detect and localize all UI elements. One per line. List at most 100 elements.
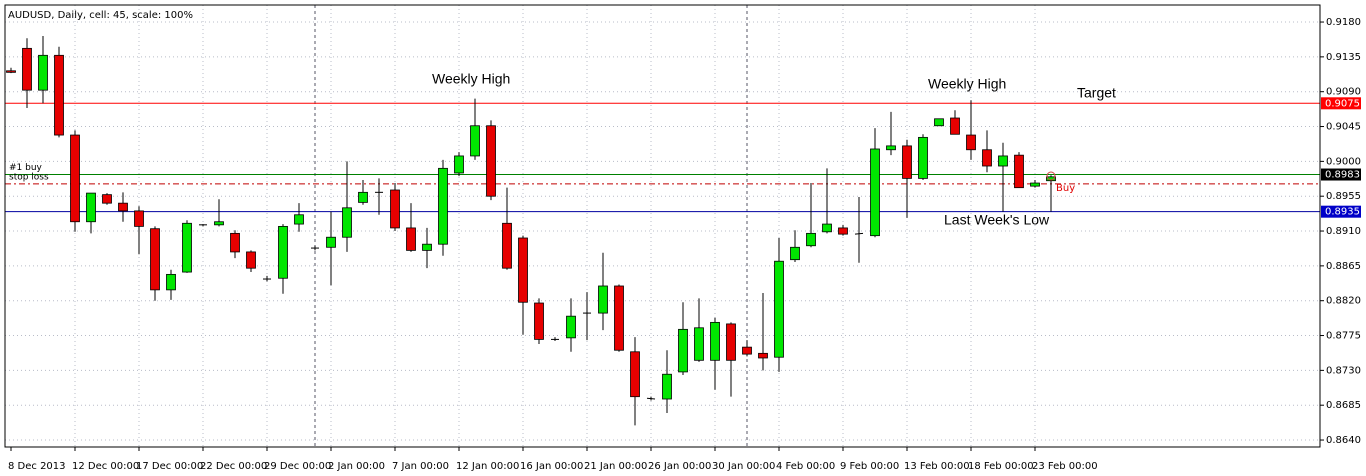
candle-body bbox=[486, 125, 496, 197]
level-name: stop loss bbox=[9, 172, 49, 182]
candle-body bbox=[742, 346, 752, 355]
annotation: Target bbox=[1077, 85, 1116, 101]
candle-body bbox=[518, 237, 528, 303]
x-tick-label: 2 Jan 00:00 bbox=[328, 461, 385, 472]
x-tick-label: 21 Jan 00:00 bbox=[584, 461, 647, 472]
buy-marker bbox=[1046, 171, 1056, 181]
candle-body bbox=[326, 236, 336, 248]
candle-body bbox=[134, 210, 144, 227]
level-label-box bbox=[1321, 97, 1361, 110]
x-tick-label: 4 Feb 00:00 bbox=[776, 461, 835, 472]
chart-title: AUDUSD, Daily, cell: 45, scale: 100% bbox=[8, 10, 193, 21]
candles bbox=[6, 35, 1056, 426]
candle-body bbox=[54, 54, 64, 136]
candle-body bbox=[902, 145, 912, 179]
candle-body bbox=[214, 221, 224, 226]
y-tick-label: 0.8685 bbox=[1326, 400, 1361, 411]
y-tick-label: 0.8910 bbox=[1326, 226, 1361, 237]
x-tick-label: 7 Jan 00:00 bbox=[392, 461, 449, 472]
candle-body bbox=[822, 223, 832, 233]
candle-body bbox=[118, 202, 128, 212]
candle-body bbox=[870, 148, 880, 237]
candle-body bbox=[454, 155, 464, 174]
candle-body bbox=[774, 260, 784, 358]
annotation: Buy bbox=[1056, 183, 1075, 194]
candle-body bbox=[982, 149, 992, 167]
candle-body bbox=[806, 232, 816, 247]
candle-body bbox=[6, 70, 16, 73]
candle-body bbox=[694, 327, 704, 361]
candle-body bbox=[662, 373, 672, 400]
candle-body bbox=[854, 232, 864, 235]
x-tick-label: 16 Jan 00:00 bbox=[520, 461, 583, 472]
y-tick-label: 0.8955 bbox=[1326, 191, 1361, 202]
candle-body bbox=[470, 125, 480, 157]
candle-body bbox=[406, 227, 416, 251]
annotation: Weekly High bbox=[928, 76, 1006, 92]
annotation: Last Week's Low bbox=[944, 212, 1050, 228]
candle-body bbox=[998, 155, 1008, 167]
y-tick-label: 0.9090 bbox=[1326, 87, 1361, 98]
candle-body bbox=[646, 397, 656, 400]
annotation: Weekly High bbox=[432, 71, 510, 87]
candle-body bbox=[22, 47, 32, 91]
y-tick-label: 0.9000 bbox=[1326, 156, 1361, 167]
x-tick-label: 18 Feb 00:00 bbox=[968, 461, 1034, 472]
candle-body bbox=[710, 321, 720, 361]
candle-body bbox=[166, 273, 176, 291]
levels bbox=[5, 102, 1320, 213]
candle-body bbox=[246, 251, 256, 269]
candle-body bbox=[38, 54, 48, 91]
candle-body bbox=[1046, 176, 1056, 182]
candle-body bbox=[502, 222, 512, 269]
level-label-box bbox=[1321, 205, 1361, 218]
candle-body bbox=[390, 189, 400, 229]
level-label-box bbox=[1321, 168, 1361, 181]
candle-body bbox=[422, 243, 432, 251]
candle-body bbox=[438, 167, 448, 245]
x-tick-label: 9 Feb 00:00 bbox=[840, 461, 899, 472]
candle-body bbox=[918, 136, 928, 179]
candle-body bbox=[70, 134, 80, 223]
candle-body bbox=[758, 352, 768, 359]
x-tick-label: 12 Jan 00:00 bbox=[456, 461, 519, 472]
level-label: 0.9075 bbox=[1325, 98, 1360, 109]
candle-body bbox=[182, 222, 192, 273]
candle-body bbox=[150, 228, 160, 291]
candle-body bbox=[934, 118, 944, 127]
candle-body bbox=[726, 323, 736, 361]
candle-body bbox=[1030, 182, 1040, 187]
x-tick-label: 17 Dec 00:00 bbox=[136, 461, 203, 472]
candle-body bbox=[966, 134, 976, 151]
x-tick-label: 8 Dec 2013 bbox=[8, 461, 66, 472]
x-tick-label: 22 Dec 00:00 bbox=[200, 461, 267, 472]
candle-body bbox=[566, 315, 576, 339]
candle-body bbox=[678, 328, 688, 373]
y-tick-label: 0.8820 bbox=[1326, 296, 1361, 307]
candle-body bbox=[1014, 154, 1024, 189]
x-tick-label: 29 Dec 00:00 bbox=[264, 461, 331, 472]
candle-body bbox=[358, 191, 368, 203]
x-tick-label: 23 Feb 00:00 bbox=[1032, 461, 1098, 472]
candle-body bbox=[230, 232, 240, 253]
y-tick-label: 0.8775 bbox=[1326, 331, 1361, 342]
level-label: 0.8983 bbox=[1325, 170, 1360, 181]
y-tick-label: 0.8865 bbox=[1326, 261, 1361, 272]
candle-body bbox=[278, 225, 288, 279]
candle-body bbox=[630, 351, 640, 398]
x-tick-label: 12 Dec 00:00 bbox=[72, 461, 139, 472]
candle-body bbox=[86, 192, 96, 223]
level-label: 0.8935 bbox=[1325, 207, 1360, 218]
candle-body bbox=[598, 285, 608, 314]
candle-body bbox=[614, 285, 624, 351]
candle-body bbox=[294, 214, 304, 225]
x-tick-label: 13 Feb 00:00 bbox=[904, 461, 970, 472]
y-tick-label: 0.9045 bbox=[1326, 122, 1361, 133]
candle-body bbox=[102, 194, 112, 204]
candle-body bbox=[886, 145, 896, 151]
y-tick-label: 0.8730 bbox=[1326, 365, 1361, 376]
x-tick-label: 26 Jan 00:00 bbox=[648, 461, 711, 472]
candle-body bbox=[342, 207, 352, 238]
